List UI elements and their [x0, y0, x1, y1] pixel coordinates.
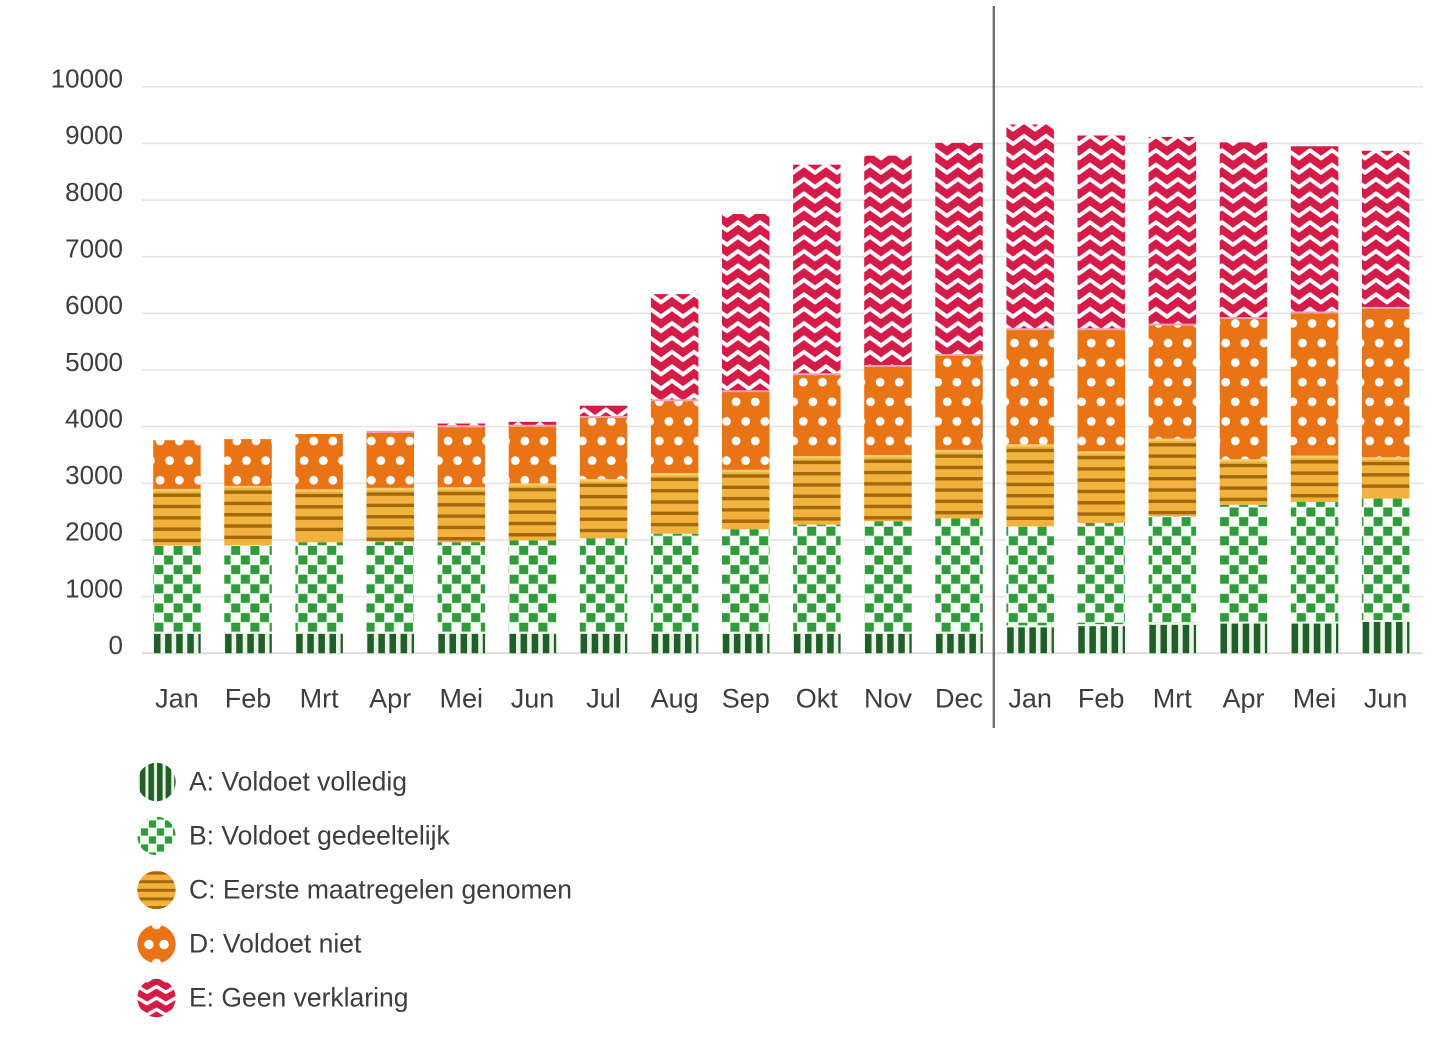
svg-text:C: Eerste maatregelen genomen: C: Eerste maatregelen genomen [189, 875, 572, 905]
svg-text:D: Voldoet niet: D: Voldoet niet [189, 929, 362, 959]
svg-text:Feb: Feb [225, 684, 272, 714]
svg-text:Apr: Apr [369, 684, 411, 714]
svg-text:Dec: Dec [935, 684, 983, 714]
svg-text:9000: 9000 [65, 120, 123, 150]
svg-text:Aug: Aug [651, 684, 699, 714]
svg-text:3000: 3000 [65, 460, 123, 490]
svg-text:B: Voldoet gedeeltelijk: B: Voldoet gedeeltelijk [189, 821, 451, 851]
svg-text:Jun: Jun [511, 684, 555, 714]
svg-text:Jan: Jan [155, 684, 199, 714]
svg-text:Sep: Sep [722, 684, 770, 714]
svg-text:2000: 2000 [65, 517, 123, 547]
svg-text:Mei: Mei [440, 684, 484, 714]
svg-text:Mrt: Mrt [300, 684, 339, 714]
svg-text:Okt: Okt [796, 684, 839, 714]
svg-text:10000: 10000 [51, 64, 123, 94]
svg-text:1000: 1000 [65, 573, 123, 603]
svg-text:Nov: Nov [864, 684, 913, 714]
svg-text:Jan: Jan [1008, 684, 1052, 714]
svg-text:Jul: Jul [586, 684, 621, 714]
svg-text:Apr: Apr [1222, 684, 1264, 714]
svg-text:6000: 6000 [65, 290, 123, 320]
svg-text:8000: 8000 [65, 177, 123, 207]
svg-text:Mrt: Mrt [1153, 684, 1192, 714]
svg-text:4000: 4000 [65, 403, 123, 433]
svg-text:Mei: Mei [1293, 684, 1337, 714]
svg-text:5000: 5000 [65, 347, 123, 377]
svg-text:Jun: Jun [1364, 684, 1408, 714]
svg-text:Feb: Feb [1078, 684, 1125, 714]
svg-text:0: 0 [109, 630, 123, 660]
svg-text:E: Geen verklaring: E: Geen verklaring [189, 983, 408, 1013]
svg-text:A: Voldoet volledig: A: Voldoet volledig [189, 767, 407, 797]
svg-text:7000: 7000 [65, 234, 123, 264]
